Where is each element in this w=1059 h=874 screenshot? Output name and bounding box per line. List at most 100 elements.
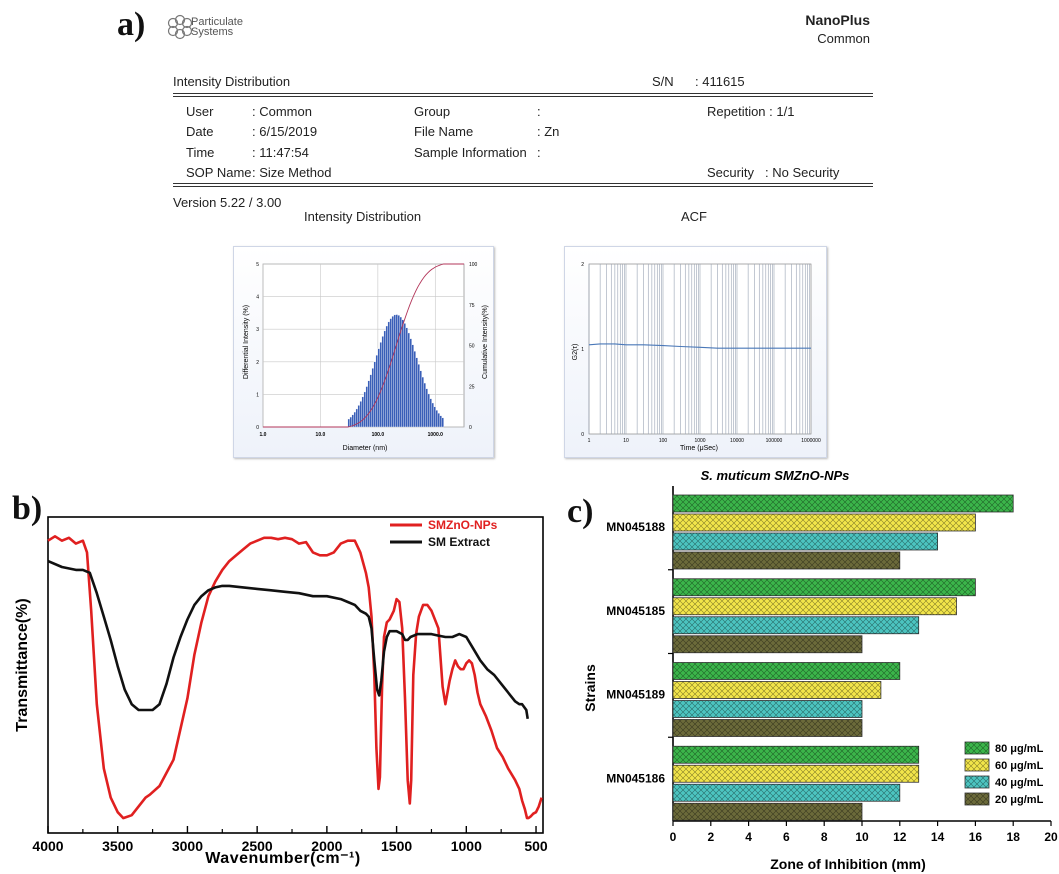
intensity-y-tick-label: 0 <box>256 425 259 431</box>
header-rule-bottom-2 <box>173 186 873 187</box>
date-label: Date <box>186 124 213 139</box>
intensity-distribution-chart: Diameter (nm) Differential Intensity (%)… <box>234 247 493 457</box>
zoi-bar-hatch <box>673 533 938 550</box>
intensity-bar <box>366 387 368 427</box>
ftir-y-axis-label: Transmittance(%) <box>14 598 31 731</box>
zoi-title-text: S. muticum SMZnO-NPs <box>701 468 850 483</box>
intensity-x-tick-label: 1000.0 <box>428 432 444 438</box>
zoi-bar-hatch <box>673 746 919 763</box>
zoi-legend-label: 60 μg/mL <box>995 760 1044 772</box>
logo-line-2: Systems <box>191 27 233 37</box>
zoi-x-tick-label: 2 <box>707 830 714 844</box>
intensity-chart-title: Intensity Distribution <box>304 209 421 224</box>
zoi-bar-hatch <box>673 663 900 680</box>
user-value: : Common <box>252 104 312 119</box>
serial-label: S/N <box>652 74 674 89</box>
intensity-y-axis-label: Differential Intensity (%) <box>243 305 250 379</box>
header-rule-top-2 <box>173 96 873 97</box>
zoi-legend-label: 20 μg/mL <box>995 794 1044 806</box>
header-rule-bottom-1 <box>173 183 873 184</box>
time-value: : 11:47:54 <box>252 145 309 160</box>
zoi-x-tick-label: 14 <box>931 830 945 844</box>
intensity-bar <box>432 403 434 427</box>
ftir-x-tick-label: 4000 <box>32 838 63 854</box>
intensity-bar <box>374 362 376 427</box>
intensity-y2-tick-label: 75 <box>469 303 475 309</box>
zoi-x-tick-label: 0 <box>670 830 677 844</box>
acf-y-tick-label: 0 <box>581 432 584 438</box>
intensity-bar <box>420 371 422 427</box>
particulate-systems-logo: Particulate Systems <box>167 14 267 40</box>
intensity-bar <box>414 351 416 427</box>
intensity-bar <box>392 316 394 427</box>
intensity-bar <box>418 364 420 427</box>
instrument-subtitle: Common <box>817 31 870 46</box>
ftir-x-tick-label: 1500 <box>381 838 412 854</box>
ftir-x-tick-label: 1000 <box>451 838 482 854</box>
intensity-bar <box>404 323 406 427</box>
zoi-bar-hatch <box>673 495 1013 512</box>
header-rule-top-1 <box>173 93 873 94</box>
ftir-x-tick-label: 3500 <box>102 838 133 854</box>
intensity-y-tick-label: 4 <box>256 295 259 301</box>
intensity-bar <box>380 342 382 427</box>
intensity-bar <box>428 394 430 427</box>
zoi-bar-hatch <box>673 514 975 531</box>
intensity-chart-frame: Diameter (nm) Differential Intensity (%)… <box>233 246 494 458</box>
zoi-legend-swatch-hatch <box>965 776 989 788</box>
security-label: Security <box>707 165 754 180</box>
zoi-x-tick-label: 4 <box>745 830 752 844</box>
acf-x-tick-label: 10 <box>623 438 629 444</box>
intensity-bar <box>410 339 412 427</box>
acf-x-tick-label: 100000 <box>766 438 783 444</box>
zoi-x-tick-label: 18 <box>1007 830 1021 844</box>
acf-x-tick-label: 100 <box>659 438 668 444</box>
intensity-bar <box>368 381 370 427</box>
section-title: Intensity Distribution <box>173 74 290 89</box>
ftir-spectrum-chart: Transmittance(%) Wavenumber(cm⁻¹) 4000 35… <box>0 505 560 874</box>
intensity-y-tick-label: 1 <box>256 392 259 398</box>
intensity-bar <box>362 397 364 427</box>
zoi-x-tick-label: 8 <box>821 830 828 844</box>
intensity-y2-axis-label: Cumulative Intensity(%) <box>482 305 489 379</box>
acf-x-tick-label: 1 <box>588 438 591 444</box>
ftir-x-tick-label: 2000 <box>311 838 342 854</box>
zoi-x-tick-label: 20 <box>1044 830 1058 844</box>
intensity-x-tick-label: 100.0 <box>372 432 385 438</box>
intensity-y2-tick-label: 100 <box>469 262 478 268</box>
sop-label: SOP Name <box>186 165 252 180</box>
intensity-bar <box>422 377 424 427</box>
file-name-value: : Zn <box>537 124 559 139</box>
intensity-bar <box>350 417 352 427</box>
intensity-bar <box>390 319 392 427</box>
acf-y-axis-label: G2(τ) <box>572 344 579 361</box>
zoi-x-axis-label: Zone of Inhibition (mm) <box>770 856 926 872</box>
intensity-y2-tick-label: 0 <box>469 425 472 431</box>
intensity-bar <box>430 399 432 427</box>
intensity-bar <box>382 336 384 427</box>
intensity-bar <box>376 355 378 427</box>
intensity-bar <box>348 419 350 427</box>
ftir-legend-label: SM Extract <box>428 535 490 549</box>
intensity-bar <box>364 392 366 427</box>
date-value: : 6/15/2019 <box>252 124 317 139</box>
zone-of-inhibition-chart: S. muticum SMZnO-NPs Strains Zone of Inh… <box>575 466 1059 874</box>
zoi-bar-hatch <box>673 765 919 782</box>
zoi-bar-hatch <box>673 579 975 596</box>
intensity-x-tick-label: 1.0 <box>260 432 267 438</box>
zoi-bar-hatch <box>673 803 862 820</box>
intensity-bar <box>434 407 436 427</box>
zoi-category-label: MN045189 <box>606 688 665 702</box>
intensity-bar <box>402 320 404 427</box>
intensity-x-tick-label: 10.0 <box>316 432 326 438</box>
intensity-y2-tick-label: 25 <box>469 384 475 390</box>
ftir-x-tick-label: 3000 <box>172 838 203 854</box>
intensity-bar <box>438 413 440 427</box>
zoi-chart-title: S. muticum SMZnO-NPs <box>701 468 850 483</box>
serial-value: : 411615 <box>695 74 745 89</box>
intensity-bar <box>370 375 372 427</box>
zoi-bar-hatch <box>673 720 862 737</box>
zoi-x-tick-label: 16 <box>969 830 983 844</box>
software-version: Version 5.22 / 3.00 <box>173 195 281 210</box>
acf-y-tick-label: 1 <box>581 347 584 353</box>
